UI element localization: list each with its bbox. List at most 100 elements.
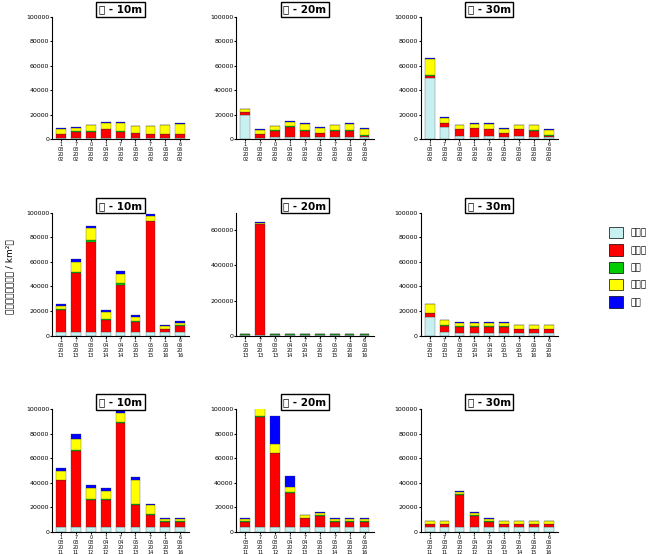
Bar [344,130,354,131]
Bar [469,515,479,516]
Bar [116,423,125,527]
Bar [514,525,524,527]
Title: 南 - 30m: 南 - 30m [468,397,511,407]
Bar [330,521,339,522]
Bar [56,480,66,527]
Bar [240,522,250,527]
Bar [161,522,170,527]
Bar [285,126,295,127]
Bar [176,521,185,522]
Bar [499,132,509,133]
Bar [146,504,155,505]
Bar [425,521,434,524]
Bar [529,131,539,137]
Bar [101,491,111,499]
Bar [529,125,539,130]
Bar [484,322,494,326]
Bar [454,326,464,327]
Bar [440,521,449,524]
Bar [359,521,369,522]
Bar [176,322,185,325]
Bar [469,527,479,532]
Bar [359,519,369,521]
Bar [116,411,125,413]
Bar [86,131,96,132]
Bar [86,500,96,527]
Bar [56,134,66,135]
Bar [344,527,354,532]
Bar [146,332,155,336]
Bar [71,273,81,332]
Title: 中 - 20m: 中 - 20m [283,201,326,211]
Bar [499,524,509,525]
Bar [255,335,265,336]
Bar [116,285,125,332]
Bar [146,138,155,139]
Bar [86,125,96,131]
Bar [71,439,81,450]
Bar [300,131,310,137]
Bar [131,321,140,322]
Bar [131,332,140,336]
Bar [330,519,339,521]
Bar [529,330,539,333]
Bar [101,122,111,123]
Bar [285,121,295,126]
Bar [176,321,185,322]
Bar [146,134,155,135]
Bar [131,315,140,316]
Bar [359,135,369,136]
Bar [176,332,185,336]
Bar [146,214,155,216]
Bar [469,512,479,513]
Bar [529,130,539,131]
Bar [285,527,295,532]
Bar [131,476,140,480]
Bar [270,444,280,453]
Bar [56,527,66,532]
Bar [285,476,295,487]
Bar [255,416,265,417]
Title: 北 - 30m: 北 - 30m [468,4,511,14]
Bar [484,136,494,139]
Bar [131,126,140,132]
Bar [425,75,434,78]
Bar [255,223,265,224]
Bar [176,138,185,139]
Bar [270,453,280,527]
Bar [176,134,185,135]
Bar [425,317,434,336]
Bar [454,136,464,139]
Bar [484,521,494,522]
Bar [56,468,66,471]
Bar [86,226,96,228]
Bar [440,525,449,527]
Bar [101,129,111,130]
Bar [161,329,170,330]
Bar [484,327,494,333]
Bar [71,132,81,138]
Bar [71,332,81,336]
Bar [255,527,265,532]
Bar [440,332,449,336]
Bar [544,136,554,137]
Bar [71,450,81,451]
Bar [240,519,250,521]
Bar [300,527,310,532]
Bar [469,327,479,333]
Bar [86,240,96,242]
Bar [514,136,524,139]
Title: 北 - 10m: 北 - 10m [99,4,142,14]
Bar [146,221,155,222]
Bar [454,333,464,336]
Bar [484,333,494,336]
Bar [454,322,464,326]
Bar [131,132,140,133]
Bar [484,527,494,532]
Bar [359,136,369,137]
Bar [86,242,96,332]
Bar [255,134,265,135]
Bar [285,137,295,139]
Bar [454,130,464,136]
Bar [270,416,280,444]
